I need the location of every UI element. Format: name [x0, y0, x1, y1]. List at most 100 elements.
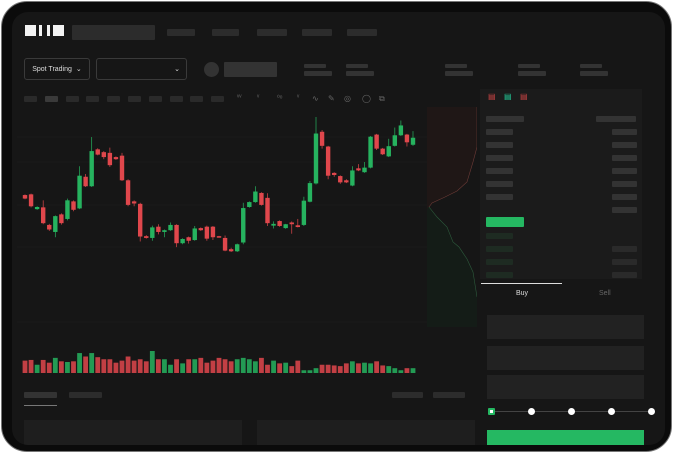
volume-bar	[216, 357, 222, 373]
buy-button[interactable]	[487, 430, 644, 445]
orderbook-both-icon[interactable]: ▤	[488, 92, 496, 101]
indicator-icon[interactable]: ᵛ	[297, 94, 300, 101]
leverage-step[interactable]	[648, 408, 655, 415]
leverage-slider[interactable]	[488, 408, 655, 415]
candle-body	[307, 183, 313, 202]
candle-body	[95, 149, 100, 155]
nav-item[interactable]	[212, 29, 239, 36]
timeframe-button[interactable]	[211, 96, 225, 102]
candle-body	[313, 133, 319, 184]
volume-bar	[46, 362, 52, 373]
magnet-icon[interactable]: ◎	[344, 94, 351, 103]
filter-button[interactable]	[433, 392, 465, 398]
volume-bar	[386, 366, 392, 373]
ask-size	[612, 207, 637, 213]
timeframe-button[interactable]	[44, 96, 58, 102]
tab-open-orders[interactable]	[24, 392, 57, 398]
volume-bar	[343, 363, 349, 373]
volume-bar	[362, 362, 367, 373]
candle-body	[253, 191, 258, 203]
volume-bar	[125, 356, 131, 373]
leverage-step[interactable]	[568, 408, 575, 415]
timeframe-button[interactable]	[86, 96, 100, 102]
candle-body	[289, 222, 294, 225]
chart-line-icon[interactable]: ∿	[312, 94, 319, 103]
nav-item[interactable]	[167, 29, 195, 36]
fullscreen-icon[interactable]: ⧉	[379, 94, 385, 103]
timeframe-button[interactable]	[128, 96, 141, 102]
tab-buy[interactable]: Buy	[516, 290, 529, 297]
timeframe-button[interactable]	[190, 96, 204, 102]
indicator-icon[interactable]: ᵛᵛ	[237, 94, 242, 101]
okx-logo[interactable]	[25, 25, 65, 39]
pair-selector[interactable]: ⌄	[96, 58, 187, 80]
pencil-icon[interactable]: ✎	[328, 94, 335, 103]
orderbook-bids-icon[interactable]: ▤	[504, 92, 512, 101]
search-bar[interactable]	[72, 25, 155, 40]
volume-bar	[234, 359, 240, 373]
leverage-step[interactable]	[528, 408, 535, 415]
volume-bar	[65, 362, 70, 373]
ask-size	[612, 194, 637, 200]
tab-order-history[interactable]	[69, 392, 102, 398]
pair-name	[224, 62, 277, 77]
leverage-step[interactable]	[608, 408, 615, 415]
candle-body	[186, 237, 191, 241]
candlestick-chart[interactable]	[17, 112, 427, 374]
volume-bar	[319, 364, 325, 373]
orderbook-asks-icon[interactable]: ▤	[520, 92, 528, 101]
volume-bar	[392, 368, 398, 373]
orders-panel	[24, 420, 242, 445]
timeframe-button[interactable]	[169, 96, 183, 102]
timeframe-button[interactable]	[65, 96, 79, 102]
indicator-icon[interactable]: ⁰ᵒ	[277, 95, 283, 102]
bid-size	[612, 272, 637, 278]
candle-body	[265, 197, 270, 224]
stat-label	[518, 64, 540, 68]
volume-bar	[137, 359, 143, 373]
candle-body	[271, 223, 276, 226]
candle-body	[234, 244, 240, 252]
timeframe-button[interactable]	[148, 96, 162, 102]
nav-item[interactable]	[257, 29, 287, 36]
candle-body	[131, 201, 137, 204]
volume-bar	[356, 363, 361, 373]
volume-bar	[289, 366, 295, 373]
volume-bar	[337, 366, 343, 373]
volume-bar	[95, 357, 101, 373]
ask-size	[612, 181, 637, 187]
stat-value	[445, 71, 473, 76]
volume-bar	[89, 353, 95, 373]
timeframe-button[interactable]	[24, 96, 37, 102]
eye-icon[interactable]: ◯	[362, 94, 371, 103]
market-selector[interactable]: Spot Trading ⌄	[24, 58, 90, 80]
volume-bar	[58, 361, 64, 373]
indicator-icon[interactable]: ᵛ	[257, 94, 260, 101]
app-screen: Spot Trading ⌄ ⌄ ᵛᵛ ᵛ ⁰ᵒ ᵛ ∿ ✎ ◎ ◯ ⧉ ▤ ▤ ▤ …	[12, 12, 665, 445]
candle-body	[295, 225, 301, 228]
candle-body	[350, 170, 355, 186]
candle-body	[362, 167, 367, 173]
candle-body	[34, 207, 40, 210]
amount-input[interactable]	[487, 346, 644, 370]
volume-bar	[271, 360, 276, 373]
volume-bar	[252, 361, 258, 373]
candle-body	[410, 137, 416, 145]
leverage-step[interactable]	[488, 408, 495, 415]
tab-sell[interactable]: Sell	[599, 290, 611, 297]
timeframe-button[interactable]	[107, 96, 121, 102]
total-input[interactable]	[487, 375, 644, 399]
volume-bar	[204, 362, 210, 373]
candle-body	[210, 226, 216, 238]
candle-body	[338, 176, 343, 183]
nav-item[interactable]	[302, 29, 332, 36]
volume-bar	[34, 364, 40, 373]
price-input[interactable]	[487, 315, 644, 339]
nav-item[interactable]	[347, 29, 377, 36]
bid-price	[486, 246, 513, 252]
filter-button[interactable]	[392, 392, 423, 398]
volume-bar	[149, 351, 155, 373]
volume-bar	[143, 361, 149, 373]
ask-price	[486, 129, 513, 135]
